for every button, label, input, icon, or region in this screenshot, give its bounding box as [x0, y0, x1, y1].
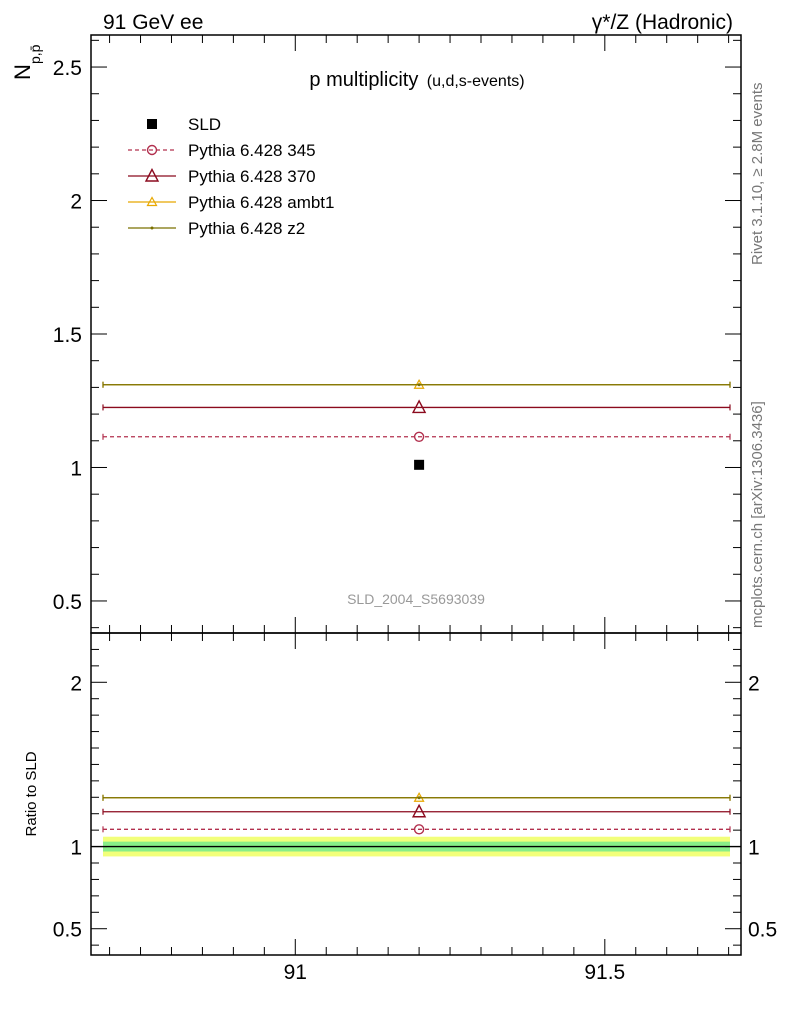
main-subtitle: (u,d,s-events): [427, 73, 525, 90]
ylabel-main: N: [10, 64, 35, 80]
main-ylabel: N p,p̄: [10, 44, 43, 80]
ratio-xtick-label-0: 91: [284, 961, 307, 984]
main-title: p multiplicity: [309, 69, 418, 91]
header-left: 91 GeV ee: [103, 11, 203, 34]
ratio-panel: 0.5 0.5 1 1 2 2 91 91.5: [53, 632, 777, 984]
legend-pythia-6-428-ambt1-swatch-marker: [146, 196, 158, 207]
ratio-pythia-6-428-370-point: [411, 803, 427, 818]
ratio-ytick-label-0-left: 0.5: [53, 919, 82, 942]
ratio-ytick-label-1-right: 1: [748, 837, 760, 860]
ratio-xtick-label-1: 91.5: [584, 961, 625, 984]
ylabel-sub: p,p̄: [27, 44, 43, 64]
header-right: γ*/Z (Hadronic): [592, 11, 733, 34]
legend-sld: SLD: [147, 115, 221, 134]
legend-pythia-6-428-345-label: Pythia 6.428 345: [188, 141, 316, 160]
main-ytick-label-3: 2: [70, 191, 82, 214]
legend-pythia-6-428-345: Pythia 6.428 345: [128, 141, 316, 160]
mcplots-label: mcplots.cern.ch [arXiv:1306.3436]: [749, 401, 766, 628]
ratio-pythia-6-428-z2-point: [417, 796, 421, 800]
analysis-watermark: SLD_2004_S5693039: [347, 591, 485, 607]
ratio-ytick-label-1-left: 1: [70, 837, 82, 860]
legend-pythia-6-428-ambt1-label: Pythia 6.428 ambt1: [188, 193, 334, 212]
legend-pythia-6-428-370-swatch-marker: [144, 167, 160, 182]
main-ytick-label-0: 0.5: [53, 591, 82, 614]
main-sld-point: [414, 459, 425, 470]
ratio-ytick-label-2-left: 2: [70, 672, 82, 695]
legend-pythia-6-428-z2: Pythia 6.428 z2: [128, 219, 305, 238]
ratio-frame: [90, 632, 742, 956]
legend-pythia-6-428-370: Pythia 6.428 370: [128, 167, 316, 186]
main-title-group: p multiplicity (u,d,s-events): [309, 69, 524, 91]
legend-pythia-6-428-ambt1: Pythia 6.428 ambt1: [128, 193, 334, 212]
main-pythia-6-428-z2-point: [417, 383, 421, 387]
main-ytick-label-4: 2.5: [53, 57, 82, 80]
legend-pythia-6-428-345-swatch-marker: [146, 144, 158, 156]
main-ytick-label-1: 1: [70, 457, 82, 480]
legend-sld-label: SLD: [188, 115, 221, 134]
ratio-ytick-label-2-right: 2: [748, 672, 760, 695]
ratio-pythia-6-428-345-point: [413, 824, 425, 835]
legend-sld-swatch-marker: [147, 119, 157, 129]
ratio-ytick-label-0-right: 0.5: [748, 919, 777, 942]
legend-pythia-6-428-370-label: Pythia 6.428 370: [188, 167, 316, 186]
main-pythia-6-428-370-point: [411, 399, 427, 414]
main-pythia-6-428-345-point: [413, 431, 425, 442]
rivet-label: Rivet 3.1.10, ≥ 2.8M events: [749, 83, 766, 266]
legend-pythia-6-428-z2-label: Pythia 6.428 z2: [188, 219, 305, 238]
legend: SLD Pythia 6.428 345 Pythia 6.428 370 Pythi…: [128, 115, 334, 238]
main-ytick-label-2: 1.5: [53, 324, 82, 347]
legend-pythia-6-428-z2-swatch-marker: [150, 226, 154, 230]
ratio-ylabel: Ratio to SLD: [23, 751, 40, 836]
